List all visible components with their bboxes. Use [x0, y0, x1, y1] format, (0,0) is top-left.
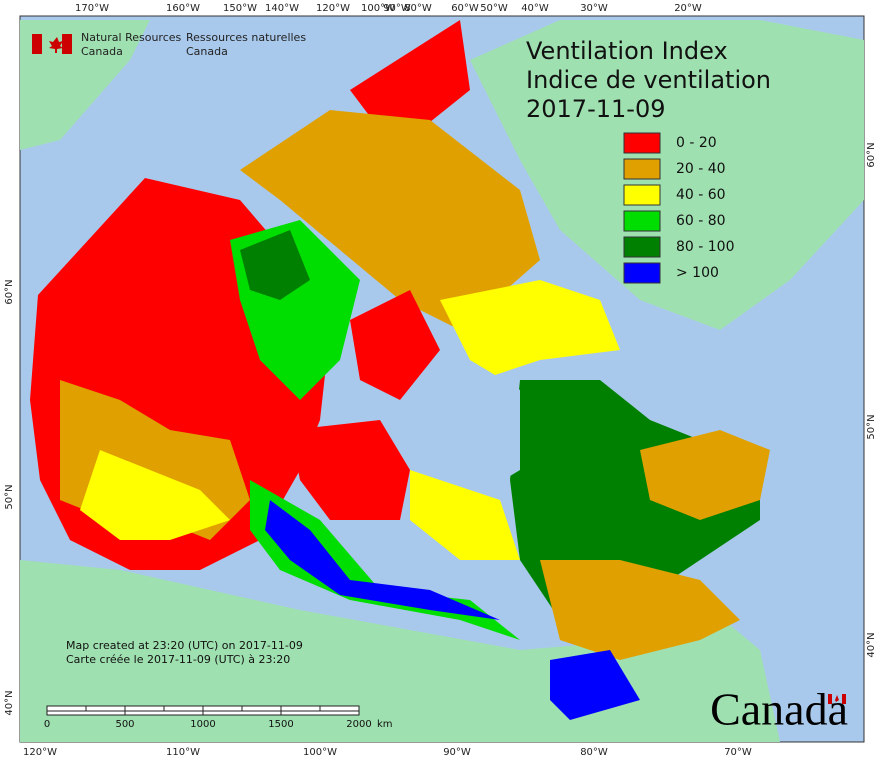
graticule-label: 90°W — [383, 3, 411, 14]
legend-swatch — [623, 184, 661, 206]
graticule-label: 100°W — [303, 747, 337, 758]
graticule-label: 170°W — [75, 3, 109, 14]
zone-darkgreen-north — [240, 230, 310, 300]
graticule-label: 150°W — [223, 3, 257, 14]
graticule-label: 90°W — [443, 747, 471, 758]
org-name-en: Canada — [81, 45, 123, 58]
scale-bar-segment — [280, 710, 360, 716]
graticule-label: 110°W — [166, 747, 200, 758]
graticule-label: 100°W — [361, 3, 395, 14]
wordmark-flag-leaf — [835, 695, 839, 704]
scale-bar-segment — [319, 705, 360, 712]
legend-swatch — [623, 262, 661, 284]
scale-bar-segment — [124, 705, 165, 712]
zone-yellow-bc — [80, 450, 230, 540]
wordmark-flag — [842, 694, 846, 704]
legend-swatch — [623, 210, 661, 232]
flag-bar — [62, 34, 72, 54]
graticule-label: 50°N — [866, 414, 877, 439]
scale-bar-segment — [46, 705, 87, 712]
scale-bar-label: 0 — [44, 719, 50, 730]
legend-swatch — [623, 132, 661, 154]
zone-orange-east — [540, 560, 740, 660]
graticule-label: 20°W — [674, 3, 702, 14]
graticule-label: 60°N — [4, 279, 15, 304]
flag-bar — [32, 34, 42, 54]
alaska-russia — [20, 20, 150, 150]
wordmark-flag — [828, 694, 832, 704]
graticule-label: 140°W — [265, 3, 299, 14]
org-name-fr: Ressources naturelles — [186, 31, 306, 44]
legend-label: 60 - 80 — [676, 213, 726, 229]
zone-red-kivalliq — [350, 290, 440, 400]
zone-orange-labrador — [640, 430, 770, 520]
graticule-label: 40°N — [866, 632, 877, 657]
title: Indice de ventilation — [526, 66, 771, 94]
graticule-label: 50°N — [4, 484, 15, 509]
graticule-label: 80°W — [404, 3, 432, 14]
hudson-bay — [400, 360, 520, 500]
scale-bar-segment — [202, 705, 243, 712]
org-name-en: Natural Resources — [81, 31, 182, 44]
scale-bar-segment — [202, 710, 282, 716]
graticule-label: 120°W — [316, 3, 350, 14]
legend-label: 0 - 20 — [676, 135, 717, 151]
zone-red-prairie — [290, 420, 410, 520]
graticule-label: 70°W — [724, 747, 752, 758]
zone-orange-arctic — [240, 110, 540, 330]
scale-bar-segment — [85, 705, 126, 712]
zone-blue-south — [265, 500, 500, 620]
graticule-label: 60°N — [866, 142, 877, 167]
flag-leaf — [49, 37, 63, 53]
legend-label: > 100 — [676, 265, 719, 281]
scale-bar-segment — [46, 710, 126, 716]
scale-bar-segment — [124, 710, 204, 716]
scale-bar-label: 2000 — [346, 719, 371, 730]
title: 2017-11-09 — [526, 95, 665, 123]
scale-bar-label: 500 — [115, 719, 134, 730]
graticule-label: 40°N — [4, 690, 15, 715]
org-name-fr: Canada — [186, 45, 228, 58]
scale-bar-label: 1000 — [190, 719, 215, 730]
legend-swatch — [623, 236, 661, 258]
graticule-label: 40°W — [521, 3, 549, 14]
legend-label: 40 - 60 — [676, 187, 726, 203]
map-note: Map created at 23:20 (UTC) on 2017-11-09 — [66, 639, 303, 652]
legend-swatch — [623, 158, 661, 180]
scale-bar-label: 1500 — [268, 719, 293, 730]
zone-blue-ontario — [550, 650, 640, 720]
greenland — [470, 20, 864, 330]
graticule-label: 30°W — [580, 3, 608, 14]
wordmark: Canada — [710, 684, 848, 735]
map-note: Carte créée le 2017-11-09 (UTC) à 23:20 — [66, 653, 290, 666]
title: Ventilation Index — [526, 37, 728, 65]
scale-bar-segment — [163, 705, 204, 712]
graticule-label: 60°W — [451, 3, 479, 14]
zone-yellow-baffin — [440, 280, 620, 380]
zone-red-arctic — [350, 20, 470, 130]
scale-bar-unit: km — [377, 719, 393, 730]
graticule-label: 120°W — [23, 747, 57, 758]
legend-label: 20 - 40 — [676, 161, 726, 177]
scale-bar-segment — [280, 705, 321, 712]
scale-bar-segment — [241, 705, 282, 712]
legend-label: 80 - 100 — [676, 239, 735, 255]
graticule-label: 160°W — [166, 3, 200, 14]
graticule-label: 50°W — [480, 3, 508, 14]
zone-yellow-ontario — [410, 470, 520, 560]
graticule-label: 80°W — [580, 747, 608, 758]
